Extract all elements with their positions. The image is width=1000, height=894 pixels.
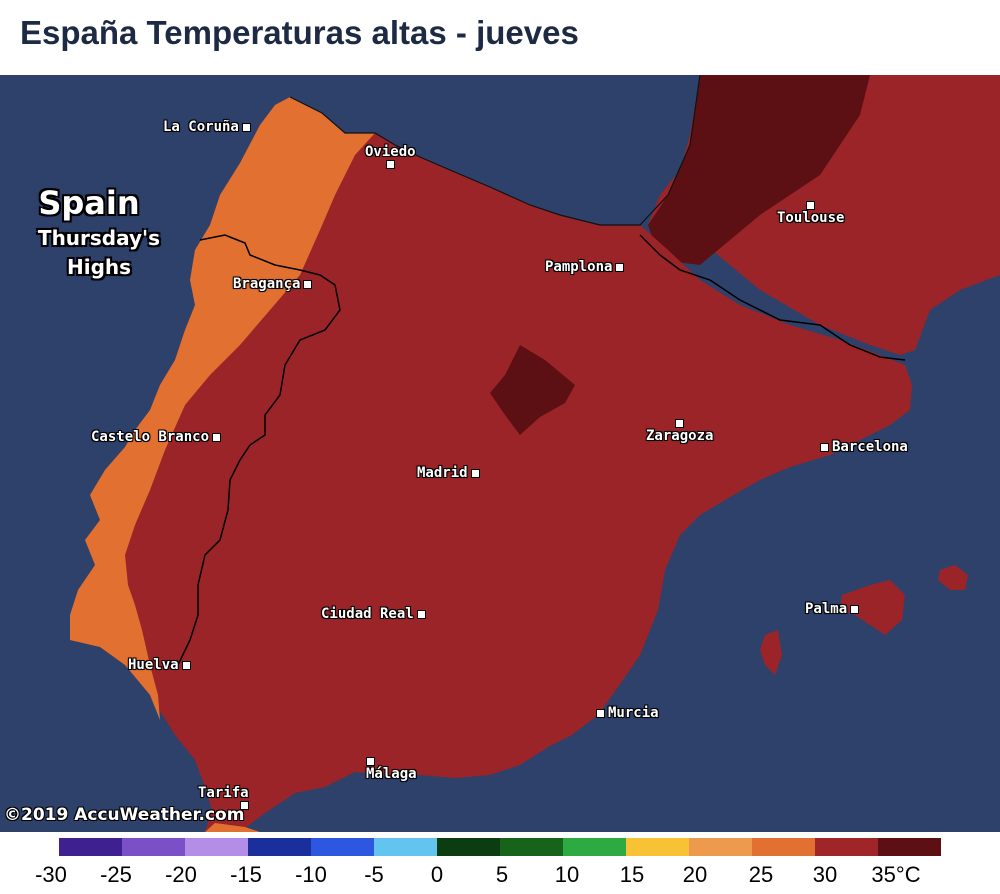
- city-marker: [212, 432, 222, 442]
- copyright-notice: ©2019 AccuWeather.com: [4, 805, 245, 825]
- legend-swatch: [248, 838, 311, 856]
- legend-label: -5: [364, 862, 384, 887]
- city-castelo-branco[interactable]: Castelo Branco: [91, 429, 222, 445]
- city-tarifa[interactable]: Tarifa: [198, 785, 249, 810]
- city-label: Madrid: [417, 465, 468, 481]
- city-label: Bragança: [233, 276, 301, 292]
- france-border: [639, 234, 906, 361]
- legend-swatch: [878, 838, 941, 856]
- city-ciudad-real[interactable]: Ciudad Real: [321, 606, 426, 622]
- city-marker: [241, 122, 251, 132]
- city-toulouse[interactable]: Toulouse: [777, 201, 844, 226]
- legend-swatch: [500, 838, 563, 856]
- page-title: España Temperaturas altas - jueves: [20, 14, 579, 51]
- city-madrid[interactable]: Madrid: [417, 465, 480, 481]
- city-label: Palma: [805, 601, 848, 617]
- city-label: La Coruña: [163, 119, 239, 135]
- portugal-border: [177, 234, 341, 666]
- city-label: Oviedo: [365, 144, 416, 160]
- coastal-warm-zone: [70, 97, 375, 720]
- city-marker: [416, 609, 426, 619]
- city-malaga[interactable]: Málaga: [366, 757, 417, 782]
- city-murcia[interactable]: Murcia: [596, 705, 659, 721]
- legend-swatch: [437, 838, 500, 856]
- france-hot-zone: [648, 75, 870, 265]
- city-oviedo[interactable]: Oviedo: [365, 144, 416, 169]
- legend-label: -10: [295, 862, 327, 887]
- ibiza-island: [760, 630, 782, 675]
- city-braganca[interactable]: Bragança: [233, 276, 313, 292]
- city-marker: [615, 262, 625, 272]
- central-hot-zone: [490, 345, 575, 435]
- city-marker: [675, 419, 685, 428]
- city-palma[interactable]: Palma: [805, 601, 860, 617]
- legend-swatch: [374, 838, 437, 856]
- city-marker: [181, 660, 191, 670]
- legend-swatch: [122, 838, 185, 856]
- city-zaragoza[interactable]: Zaragoza: [646, 419, 713, 444]
- city-marker: [820, 442, 829, 452]
- city-marker: [850, 604, 860, 614]
- map-canvas: [0, 75, 1000, 832]
- city-label: Barcelona: [832, 439, 908, 455]
- map-subtitle-line2: Highs: [66, 255, 132, 279]
- legend-label: 10: [554, 862, 580, 887]
- city-label: Ciudad Real: [321, 606, 414, 622]
- map-subtitle-line1: Thursday's: [37, 226, 161, 250]
- legend-swatch: [752, 838, 815, 856]
- city-label: Pamplona: [545, 259, 613, 275]
- legend-swatch: [626, 838, 689, 856]
- temperature-map[interactable]: Spain Thursday's Highs La Coruña Oviedo …: [0, 75, 1000, 832]
- city-label: Málaga: [366, 766, 417, 782]
- legend-label: 35°C: [871, 862, 921, 887]
- legend-swatch: [0, 838, 59, 856]
- legend-label: -25: [100, 862, 132, 887]
- temperature-legend-labels: -30 -25 -20 -15 -10 -5 0 5 10 15 20 25 3…: [0, 862, 1000, 892]
- city-barcelona[interactable]: Barcelona: [820, 439, 908, 455]
- city-marker: [385, 160, 395, 169]
- legend-swatch: [815, 838, 878, 856]
- legend-label: 5: [495, 862, 509, 887]
- city-label: Murcia: [608, 705, 659, 721]
- mallorca-island: [840, 580, 905, 635]
- city-la-coruna[interactable]: La Coruña: [163, 119, 251, 135]
- legend-label: -30: [35, 862, 67, 887]
- city-label: Castelo Branco: [91, 429, 210, 445]
- city-pamplona[interactable]: Pamplona: [545, 259, 625, 275]
- city-marker: [239, 801, 249, 810]
- temperature-legend-bar: [0, 838, 945, 856]
- city-marker: [366, 757, 375, 766]
- menorca-island: [938, 565, 968, 590]
- city-huelva[interactable]: Huelva: [128, 657, 191, 673]
- legend-label: 30: [812, 862, 838, 887]
- city-label: Toulouse: [777, 210, 845, 226]
- legend-label: 0: [430, 862, 444, 887]
- city-label: Tarifa: [198, 785, 249, 801]
- legend-label: -20: [165, 862, 197, 887]
- city-marker: [806, 201, 816, 210]
- city-marker: [303, 279, 313, 289]
- legend-swatch: [563, 838, 626, 856]
- legend-swatch: [689, 838, 752, 856]
- legend-label: -15: [230, 862, 262, 887]
- legend-label: 15: [619, 862, 645, 887]
- city-label: Huelva: [128, 657, 179, 673]
- city-label: Zaragoza: [646, 428, 714, 444]
- legend-swatch: [311, 838, 374, 856]
- city-marker: [470, 468, 480, 478]
- legend-swatch: [185, 838, 248, 856]
- legend-swatch: [59, 838, 122, 856]
- legend-label: 25: [748, 862, 774, 887]
- coastline: [289, 75, 701, 226]
- legend-label: 20: [682, 862, 708, 887]
- city-marker: [596, 708, 605, 718]
- map-region-label: Spain: [38, 184, 140, 222]
- south-warm-zone: [205, 823, 260, 832]
